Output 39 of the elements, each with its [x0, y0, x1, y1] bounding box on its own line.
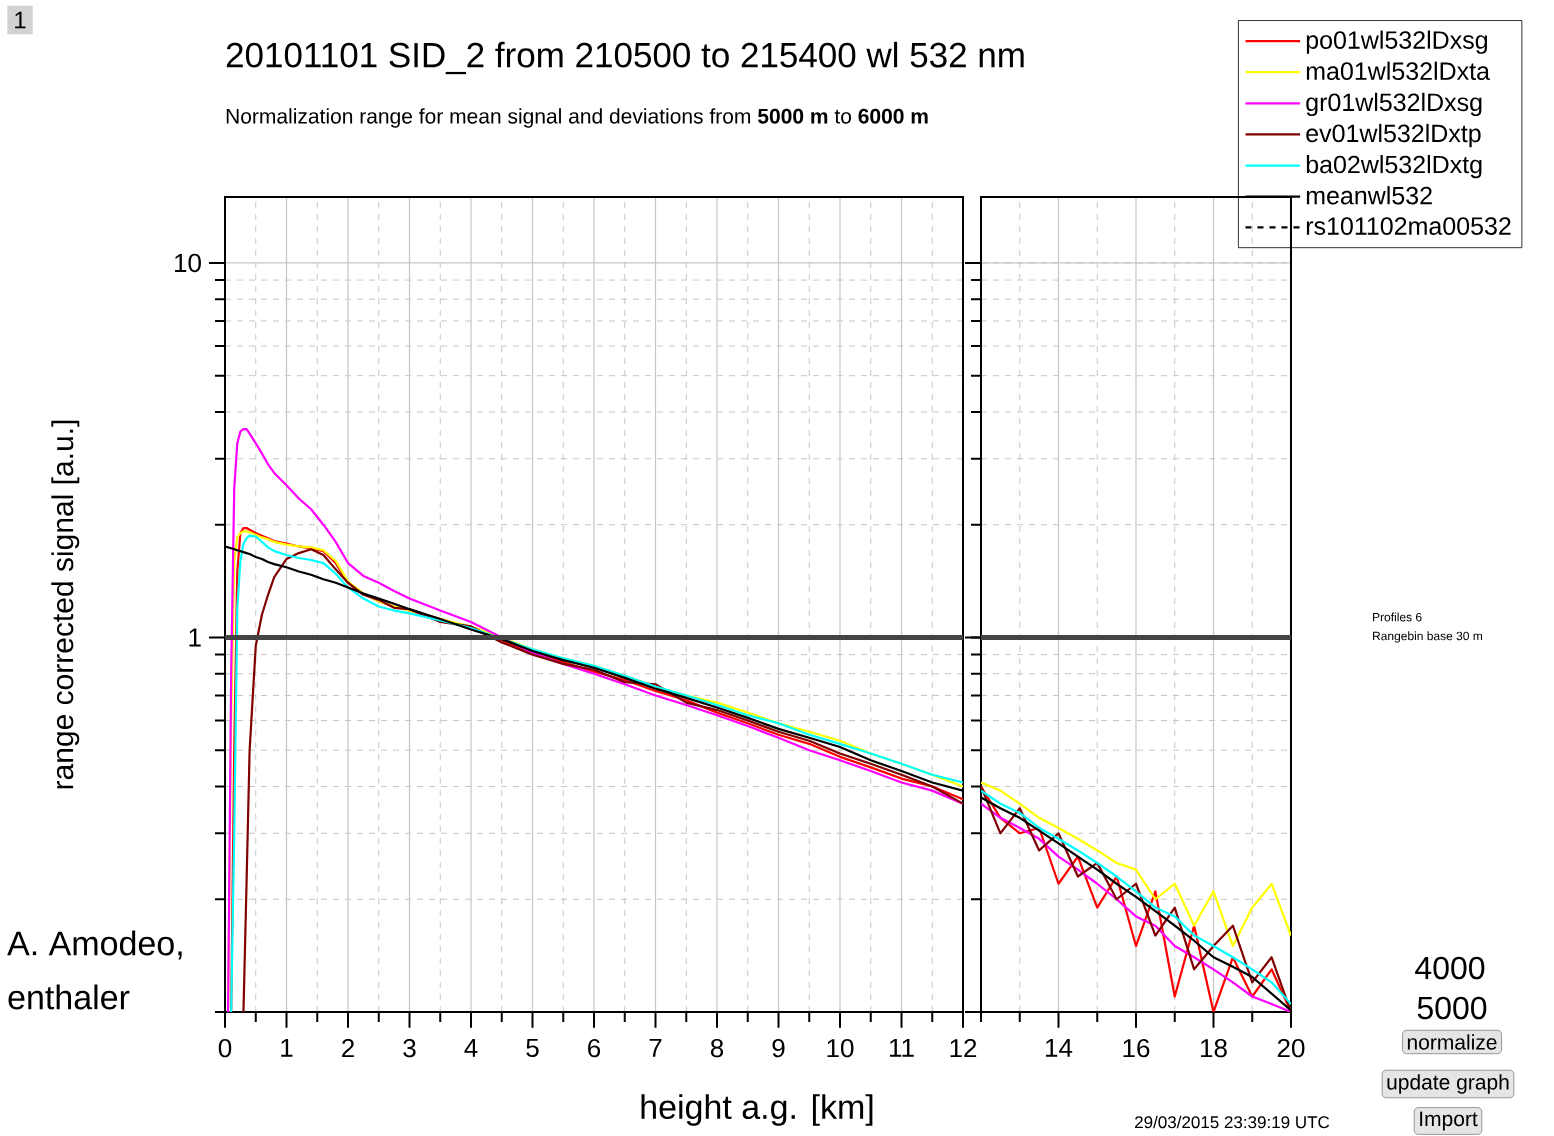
- x-tick-label: 7: [649, 1038, 662, 1057]
- text: Rangebin base 30 m: [1373, 631, 1483, 643]
- chart-subtitle: Normalization range for mean signal and deviations from 5000 m to 6000 m: [226, 108, 928, 128]
- x-tick-label: 18: [1201, 1038, 1227, 1058]
- x-tick-label: 16: [1123, 1038, 1150, 1058]
- legend-label: po01wl532lDxsg: [1306, 30, 1488, 54]
- legend-label: ma01wl532lDxta: [1306, 61, 1490, 81]
- text: A. Amodeo,: [7, 930, 182, 960]
- text: 1: [15, 11, 26, 29]
- legend-label: gr01wl532lDxsg: [1306, 92, 1482, 117]
- text: Import: [1420, 1111, 1478, 1131]
- text: 5000: [1417, 996, 1487, 1020]
- text: Profiles 6: [1373, 612, 1422, 622]
- legend-label: ba02wl532lDxtg: [1306, 154, 1482, 179]
- y-axis-title: range corrected signal [a.u.]: [51, 420, 80, 789]
- legend-label: rs101102ma00532: [1306, 217, 1511, 235]
- x-tick-label: 5: [526, 1038, 539, 1058]
- x-tick-label: 8: [710, 1038, 724, 1058]
- text: 4000: [1415, 956, 1485, 980]
- text: normalize: [1407, 1034, 1497, 1050]
- x-tick-label: 3: [403, 1038, 416, 1058]
- x-tick-label: 4: [464, 1038, 478, 1057]
- x-tick-label: 20: [1277, 1038, 1305, 1058]
- x-tick-label: 9: [772, 1038, 785, 1058]
- legend-label: ev01wl532lDxtp: [1306, 123, 1481, 148]
- x-tick-label: 1: [281, 1038, 293, 1057]
- legend-label: meanwl532: [1306, 186, 1432, 205]
- x-tick-label: 2: [342, 1038, 354, 1058]
- x-tick-label: 11: [889, 1038, 914, 1057]
- x-tick-label: 12: [950, 1038, 977, 1058]
- x-tick-label: 14: [1046, 1038, 1073, 1057]
- x-tick-label: 10: [827, 1038, 854, 1058]
- text: update graph: [1387, 1074, 1509, 1094]
- x-axis-title: height a.g. [km]: [641, 1094, 873, 1126]
- x-tick-label: 0: [218, 1038, 232, 1058]
- text: enthaler: [8, 984, 130, 1010]
- chart-title: 20101101 SID_2 from 210500 to 215400 wl 532 nm: [226, 41, 1024, 75]
- x-tick-label: 6: [588, 1038, 601, 1058]
- text: 29/03/2015 23:39:19 UTC: [1135, 1115, 1330, 1129]
